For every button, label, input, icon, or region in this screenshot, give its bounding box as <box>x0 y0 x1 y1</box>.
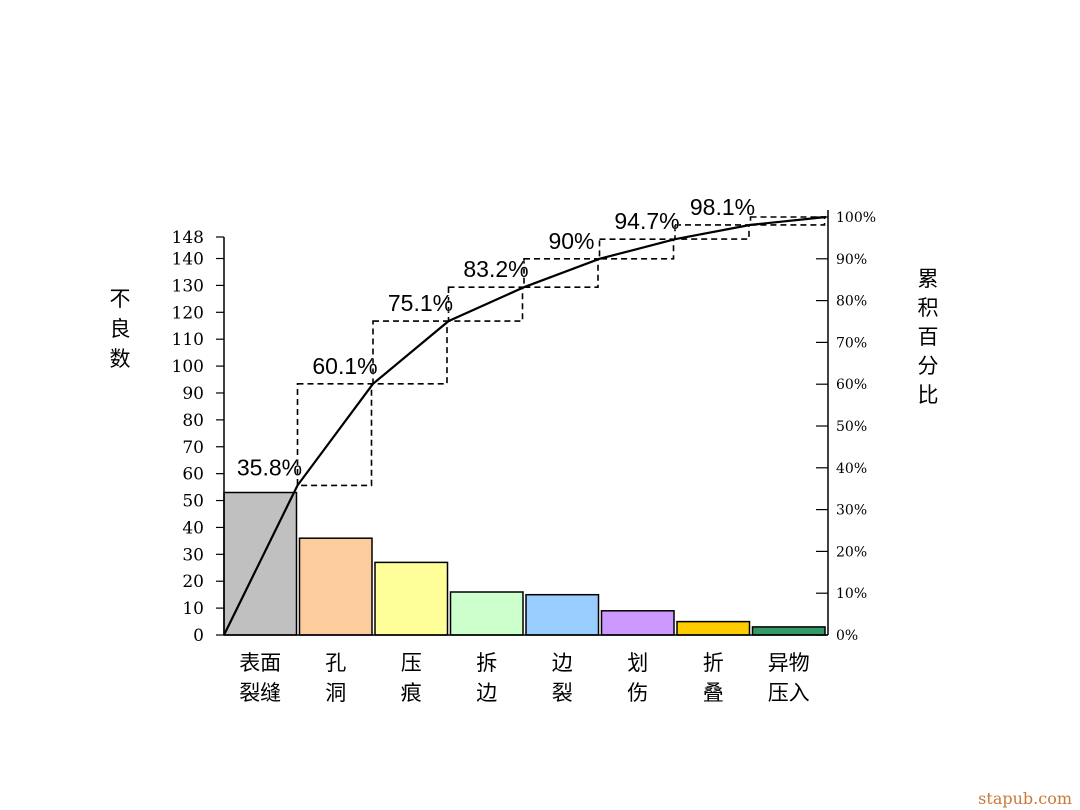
category-label: 压入 <box>768 681 810 705</box>
left-tick-label: 80 <box>182 411 204 431</box>
left-tick-label: 0 <box>193 626 204 646</box>
cumulative-label: 83.2% <box>463 256 528 282</box>
right-tick-label: 50% <box>836 419 867 435</box>
left-tick-label: 110 <box>172 330 204 350</box>
bar-2 <box>298 537 373 636</box>
cumulative-label: 75.1% <box>388 290 453 316</box>
category-label: 压 <box>401 651 422 675</box>
bar-5 <box>525 593 600 636</box>
cumulative-step-box <box>447 286 524 322</box>
right-tick-label: 70% <box>836 335 867 351</box>
left-tick-label: 120 <box>172 303 204 323</box>
category-label: 裂 <box>552 681 573 705</box>
right-tick-label: 0% <box>836 628 858 644</box>
category-label: 叠 <box>703 681 724 705</box>
right-tick-label: 60% <box>836 377 867 393</box>
left-tick-label: 60 <box>182 465 204 485</box>
right-tick-label: 30% <box>836 503 867 519</box>
left-axis-title-char: 良 <box>110 317 131 341</box>
category-label: 边 <box>552 651 573 675</box>
left-axis-title-char: 不 <box>110 287 131 311</box>
category-label: 划 <box>627 651 648 675</box>
category-label: 痕 <box>401 681 422 705</box>
left-axis-title-char: 数 <box>110 347 131 371</box>
bar-7 <box>676 620 751 636</box>
right-axis-title-char: 分 <box>918 354 939 378</box>
bar-3 <box>374 561 449 636</box>
category-label: 边 <box>476 681 497 705</box>
category-label: 表面 <box>239 651 281 675</box>
right-axis-title-char: 百 <box>918 325 939 349</box>
left-tick-label: 130 <box>172 276 204 296</box>
cumulative-label: 94.7% <box>614 208 679 234</box>
left-tick-label: 40 <box>182 518 204 538</box>
cumulative-label: 60.1% <box>312 353 377 379</box>
cumulative-label: 98.1% <box>690 194 755 220</box>
cumulative-step-box <box>674 224 750 240</box>
cumulative-step-box <box>598 238 675 260</box>
category-label: 异物 <box>768 651 810 675</box>
left-tick-label: 140 <box>172 250 204 270</box>
right-tick-label: 10% <box>836 586 867 602</box>
left-tick-label: 50 <box>182 492 204 512</box>
cumulative-step-box <box>523 257 599 288</box>
left-tick-label: 90 <box>182 384 204 404</box>
right-axis-title-char: 比 <box>918 383 939 407</box>
cumulative-step-box <box>372 320 448 385</box>
right-tick-label: 80% <box>836 294 867 310</box>
left-tick-label: 100 <box>172 357 204 377</box>
bar-8 <box>751 626 826 636</box>
category-label: 洞 <box>325 681 346 705</box>
cumulative-line <box>223 215 827 636</box>
left-tick-label: 10 <box>182 599 204 619</box>
left-tick-label: 30 <box>182 545 204 565</box>
right-axis-title-char: 累 <box>918 267 939 291</box>
right-tick-label: 100% <box>836 210 876 226</box>
left-tick-label: 20 <box>182 572 204 592</box>
bar-6 <box>600 610 675 636</box>
cumulative-label: 90% <box>548 228 594 254</box>
right-tick-label: 40% <box>836 461 867 477</box>
right-tick-label: 90% <box>836 252 867 268</box>
category-label: 伤 <box>627 681 648 705</box>
watermark: stapub.com <box>978 789 1072 808</box>
bar-4 <box>449 591 524 636</box>
category-label: 孔 <box>325 651 346 675</box>
category-label: 拆 <box>476 651 497 675</box>
right-tick-label: 20% <box>836 544 867 560</box>
cumulative-label: 35.8% <box>237 454 302 480</box>
right-axis-title-char: 积 <box>918 296 939 320</box>
cumulative-step-box <box>296 382 373 487</box>
left-tick-label: 70 <box>182 438 204 458</box>
category-label: 裂缝 <box>239 681 281 705</box>
left-tick-label: 148 <box>172 228 204 248</box>
category-label: 折 <box>703 651 724 675</box>
